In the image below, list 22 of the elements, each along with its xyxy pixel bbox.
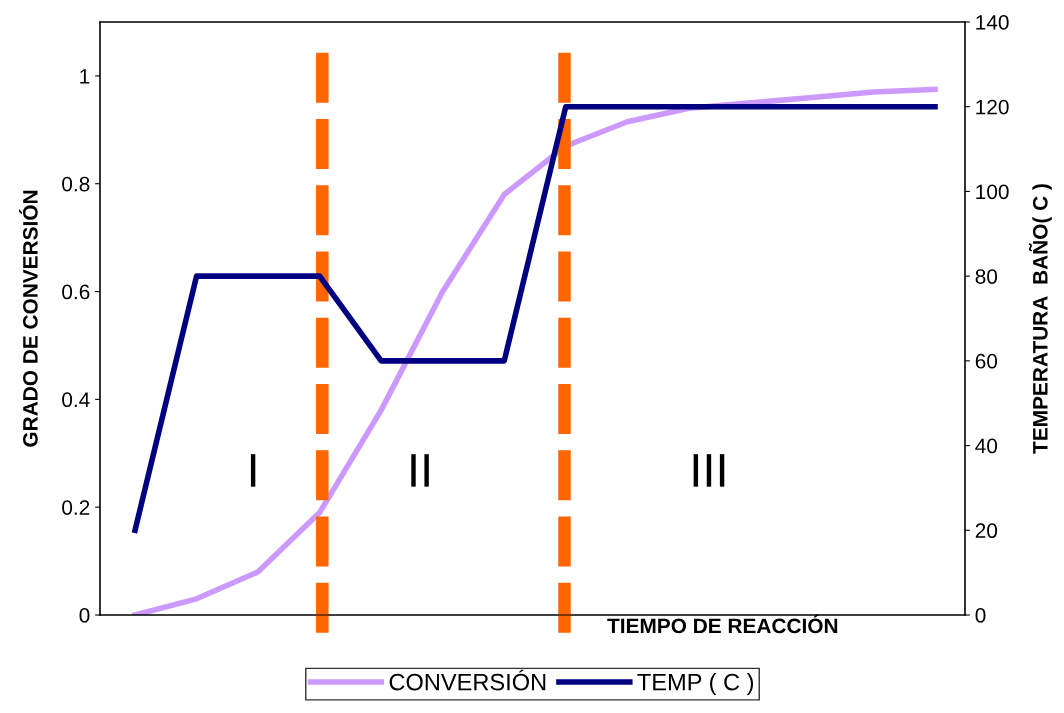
y2-tick-label: 120 <box>976 99 1009 115</box>
y-tick-label: 0.4 <box>62 392 90 408</box>
annotation: II <box>411 454 429 487</box>
annotation: III <box>693 454 725 487</box>
annotation: I <box>250 454 256 487</box>
y-axis-title: GRADO DE CONVERSIÓN <box>19 190 38 447</box>
y2-axis-title: TEMPERATURA BAÑO( C ) <box>1028 184 1052 454</box>
y-tick-label: 1 <box>80 69 90 84</box>
x-axis-title: TIEMPO DE REACCIÓN <box>607 614 838 634</box>
y-tick-label: 0.2 <box>62 500 90 515</box>
y2-tick-label: 140 <box>976 15 1009 30</box>
y2-tick-label: 20 <box>975 523 998 539</box>
y2-tick-label: 80 <box>975 269 998 284</box>
y-tick-label: 0 <box>79 608 90 623</box>
legend-label: TEMP ( C ) <box>637 673 754 696</box>
y2-tick-label: 100 <box>976 184 1009 200</box>
y2-tick-label: 40 <box>975 438 998 454</box>
y2-tick-label: 0 <box>975 608 986 623</box>
y2-tick-label: 60 <box>975 353 998 369</box>
y-tick-label: 0.8 <box>62 176 90 192</box>
y-tick-label: 0.6 <box>62 284 90 300</box>
legend-label: CONVERSIÓN <box>389 669 546 691</box>
